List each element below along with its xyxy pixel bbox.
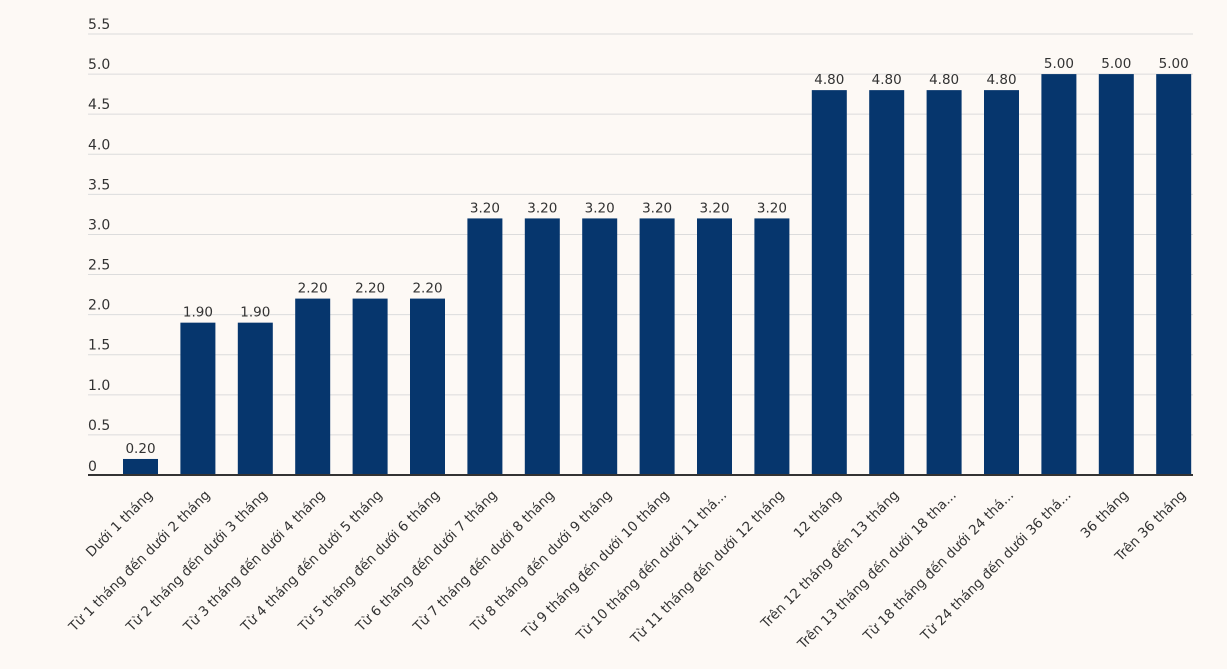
y-tick-label: 4.5 [88, 97, 110, 113]
data-label: 3.20 [642, 200, 672, 216]
data-label: 4.80 [872, 72, 902, 88]
data-label: 3.20 [470, 200, 500, 216]
bar [1041, 74, 1077, 475]
bar [697, 218, 732, 475]
x-tick-label: 12 tháng [791, 487, 845, 541]
y-tick-label: 0 [88, 459, 97, 475]
data-label: 5.00 [1044, 56, 1074, 72]
y-tick-label: 3.0 [88, 217, 110, 233]
data-label: 4.80 [814, 72, 844, 88]
data-label: 4.80 [929, 72, 959, 88]
bar [123, 458, 158, 475]
y-tick-label: 0.5 [88, 418, 110, 434]
data-label: 1.90 [183, 305, 213, 321]
x-tick-label: 36 tháng [1078, 487, 1132, 541]
data-label: 3.20 [585, 200, 615, 216]
bar [1156, 74, 1192, 475]
data-label: 2.20 [298, 281, 328, 297]
bar [639, 218, 675, 475]
data-label: 3.20 [757, 200, 787, 216]
data-label: 2.20 [412, 281, 442, 297]
y-tick-label: 5.5 [88, 17, 110, 33]
bar [524, 218, 560, 475]
data-label: 4.80 [986, 72, 1016, 88]
y-tick-label: 5.0 [88, 57, 110, 73]
y-tick-label: 1.0 [88, 378, 110, 394]
bar [582, 218, 618, 475]
data-label: 2.20 [355, 281, 385, 297]
bar [352, 298, 388, 475]
bar [295, 298, 331, 475]
data-label: 0.20 [125, 441, 155, 457]
y-tick-label: 2.5 [88, 258, 110, 274]
data-label: 3.20 [699, 200, 729, 216]
bar [180, 322, 216, 475]
bar [754, 218, 790, 475]
bar [410, 298, 445, 475]
data-labels: 0.20 1.90 1.90 2.20 2.20 2.20 3.20 3.20 3.20 3.20… [125, 56, 1188, 457]
bar [237, 322, 273, 475]
y-tick-label: 2.0 [88, 298, 110, 314]
bars [123, 74, 1192, 476]
bar [869, 90, 905, 476]
y-tick-label: 3.5 [88, 177, 110, 193]
bar [1098, 74, 1134, 475]
y-tick-label: 4.0 [88, 137, 110, 153]
data-label: 5.00 [1101, 56, 1131, 72]
data-label: 1.90 [240, 305, 270, 321]
y-axis-ticks: 0 0.5 1.0 1.5 2.0 2.5 3.0 3.5 4.0 4.5 5.0 5.5 [88, 17, 110, 475]
y-tick-label: 1.5 [88, 338, 110, 354]
data-label: 5.00 [1159, 56, 1189, 72]
bar [984, 90, 1019, 476]
bar [467, 218, 503, 475]
bar [926, 90, 962, 476]
data-label: 3.20 [527, 200, 557, 216]
bar [811, 90, 847, 476]
